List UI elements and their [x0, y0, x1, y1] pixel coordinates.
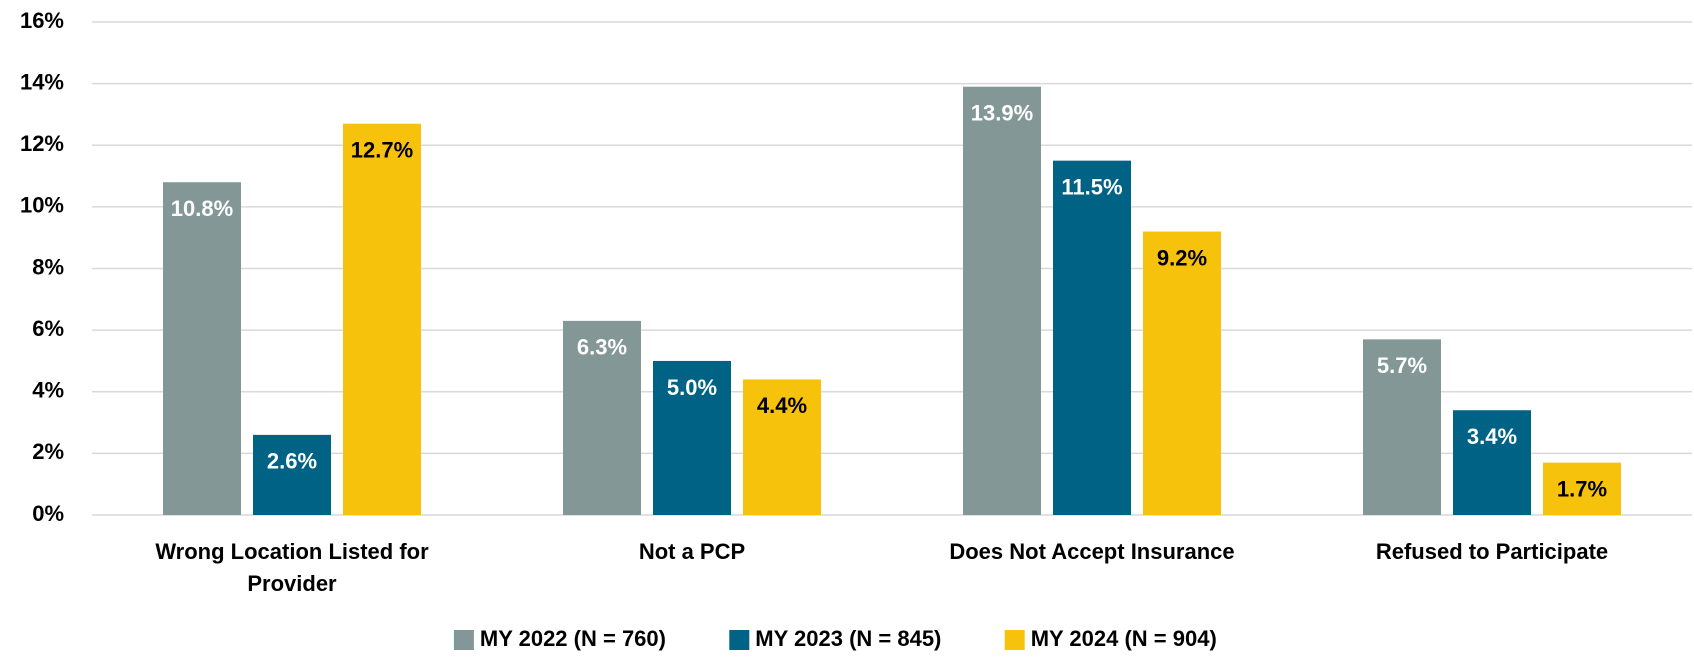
x-tick-label: Not a PCP — [639, 539, 745, 564]
y-tick-label: 6% — [32, 316, 64, 341]
y-tick-label: 0% — [32, 501, 64, 526]
x-tick-label: Wrong Location Listed for Provider — [155, 539, 429, 596]
bar — [743, 379, 821, 515]
bar — [1143, 231, 1221, 515]
value-label: 9.2% — [1157, 245, 1207, 270]
bar — [343, 123, 421, 516]
legend-swatch — [1004, 630, 1025, 650]
value-label: 10.8% — [171, 196, 233, 221]
y-tick-label: 10% — [20, 193, 64, 218]
bar — [653, 360, 731, 515]
y-tick-label: 2% — [32, 439, 64, 464]
bar — [163, 182, 241, 515]
value-label: 11.5% — [1061, 174, 1122, 199]
x-tick-label: Refused to Participate — [1376, 539, 1608, 564]
value-label: 12.7% — [351, 137, 413, 162]
bar — [963, 86, 1041, 516]
y-tick-label: 14% — [20, 69, 64, 94]
legend-label: MY 2024 (N = 904) — [1031, 626, 1217, 651]
legend-label: MY 2023 (N = 845) — [755, 626, 941, 651]
value-label: 3.4% — [1467, 424, 1517, 449]
legend-swatch — [729, 630, 750, 650]
value-label: 4.4% — [757, 393, 807, 418]
value-label: 2.6% — [267, 449, 317, 474]
x-tick-label: Does Not Accept Insurance — [949, 539, 1234, 564]
bar — [1363, 339, 1441, 515]
y-tick-label: 4% — [32, 378, 64, 403]
y-tick-label: 12% — [20, 131, 64, 156]
bar — [1453, 410, 1531, 515]
value-label: 1.7% — [1557, 476, 1607, 501]
bar — [1543, 462, 1621, 515]
legend-swatch — [453, 630, 474, 650]
y-tick-label: 16% — [20, 8, 64, 33]
value-label: 5.7% — [1377, 353, 1427, 378]
bar — [563, 320, 641, 515]
value-label: 13.9% — [971, 101, 1033, 126]
bar — [1053, 160, 1131, 515]
value-label: 5.0% — [667, 375, 717, 400]
legend-label: MY 2022 (N = 760) — [480, 626, 666, 651]
y-tick-label: 8% — [32, 254, 64, 279]
value-label: 6.3% — [577, 335, 627, 360]
bar — [253, 434, 331, 515]
